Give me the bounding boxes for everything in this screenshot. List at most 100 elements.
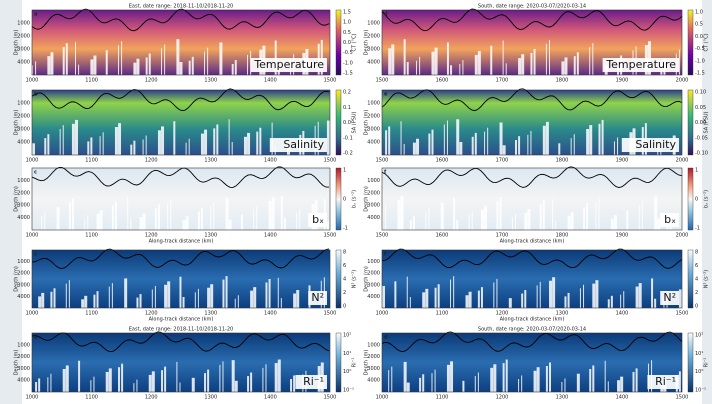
colorbar-tick-label: 0.2: [343, 90, 351, 96]
data-gap: [35, 61, 37, 75]
data-gap: [99, 210, 103, 230]
data-gap: [93, 376, 95, 392]
data-gap: [446, 120, 448, 155]
data-gap: [44, 212, 46, 230]
y-tick-label: 4000: [17, 140, 30, 146]
data-gap: [213, 202, 215, 230]
heatmap: [32, 168, 330, 230]
data-gap: [296, 290, 300, 308]
data-gap: [678, 289, 682, 308]
data-gap: [567, 292, 570, 308]
axes-frame: [31, 249, 331, 309]
data-gap: [391, 366, 393, 392]
x-tick-label: 1400: [264, 311, 277, 317]
data-gap: [638, 205, 640, 230]
data-gap: [253, 209, 255, 230]
panel-title: East, date range: 2018-11-10/2018-11-20: [129, 4, 233, 10]
panel: a East, date range: 2018-11-10/2018-11-20…: [14, 4, 358, 84]
data-gap: [406, 276, 408, 308]
data-gap: [99, 136, 101, 155]
data-gap: [403, 361, 407, 392]
y-tick-label: 3000: [367, 127, 380, 133]
data-gap: [62, 368, 66, 392]
panel-letter: b: [34, 92, 38, 98]
data-gap: [133, 140, 136, 155]
data-gap: [78, 64, 80, 75]
data-gap: [124, 278, 128, 308]
data-gap: [90, 59, 94, 75]
data-gap: [191, 377, 195, 392]
y-tick-label: 1000: [17, 178, 30, 184]
data-gap: [78, 360, 81, 392]
data-gap: [256, 205, 258, 230]
data-gap: [179, 382, 181, 392]
data-gap: [518, 379, 520, 392]
data-gap: [434, 47, 438, 75]
y-axis-label: Depth (m): [364, 110, 370, 136]
colorbar-tick-label: -1.0: [695, 58, 705, 64]
data-gap: [151, 371, 155, 392]
x-tick-label: 1300: [556, 311, 569, 317]
y-tick-label: 3000: [17, 282, 30, 288]
data-gap: [225, 197, 229, 230]
x-tick-label: 1500: [324, 395, 337, 401]
data-gap: [462, 60, 464, 75]
data-gap: [268, 200, 272, 230]
data-gap: [32, 143, 35, 155]
data-gap: [234, 60, 237, 75]
colorbar-tick-label: 2: [695, 290, 698, 296]
data-gap: [518, 58, 522, 75]
x-tick-label: 1200: [145, 233, 158, 239]
data-gap: [41, 292, 45, 308]
y-axis-label: Depth (m): [14, 30, 20, 56]
panel-letter: c: [34, 170, 37, 176]
y-tick-label: 1000: [17, 259, 30, 265]
data-gap: [545, 366, 548, 392]
x-axis-label: Along-track distance (km): [149, 317, 214, 323]
data-gap: [145, 57, 148, 75]
data-gap: [148, 374, 152, 392]
data-gap: [573, 134, 575, 155]
data-gap: [620, 376, 624, 392]
data-gap: [210, 206, 212, 230]
x-tick-label: 1300: [204, 158, 217, 164]
y-tick-label: 2000: [367, 190, 380, 196]
colorbar-tick-label: 10²: [343, 333, 351, 339]
data-gap: [564, 57, 568, 75]
colorbar-tick-label: -0.05: [695, 135, 708, 141]
data-gap: [173, 121, 176, 155]
y-tick-label: 1000: [17, 342, 30, 348]
x-tick-label: 1900: [616, 233, 629, 239]
panel-letter: a: [34, 12, 37, 18]
data-gap: [409, 296, 411, 308]
data-gap: [431, 129, 434, 155]
colorbar-tick-label: 10⁻¹: [343, 388, 354, 394]
data-gap: [564, 296, 567, 308]
data-gap: [651, 278, 654, 308]
y-tick-label: 1000: [17, 21, 30, 27]
x-tick-label: 1000: [26, 78, 39, 84]
data-gap: [41, 215, 43, 230]
colorbar-tick-label: 10⁰: [695, 369, 703, 375]
data-gap: [579, 288, 581, 308]
data-gap: [490, 367, 494, 392]
data-gap: [641, 201, 643, 230]
data-gap: [450, 361, 454, 392]
data-gap: [446, 364, 450, 392]
colorbar-tick-label: -0.1: [343, 135, 353, 141]
panel-letter: a: [34, 335, 37, 341]
variable-label-box: [250, 58, 327, 72]
mixed-layer-line: [31, 88, 330, 112]
data-gap: [179, 62, 183, 75]
x-tick-label: 1500: [376, 78, 389, 84]
mixed-layer-line: [31, 166, 329, 188]
colorbar-label: CT (°C): [704, 33, 710, 51]
x-tick-label: 2000: [676, 158, 689, 164]
colorbar-tick-label: 0.0: [343, 120, 351, 126]
colorbar-tick-label: 0: [343, 304, 346, 310]
panel: b Depth (m) 1000 2000 3000 4000 1000 1100 1200 13…: [14, 88, 358, 164]
mixed-layer-line: [381, 331, 683, 353]
data-gap: [635, 286, 639, 308]
data-gap: [518, 136, 521, 155]
